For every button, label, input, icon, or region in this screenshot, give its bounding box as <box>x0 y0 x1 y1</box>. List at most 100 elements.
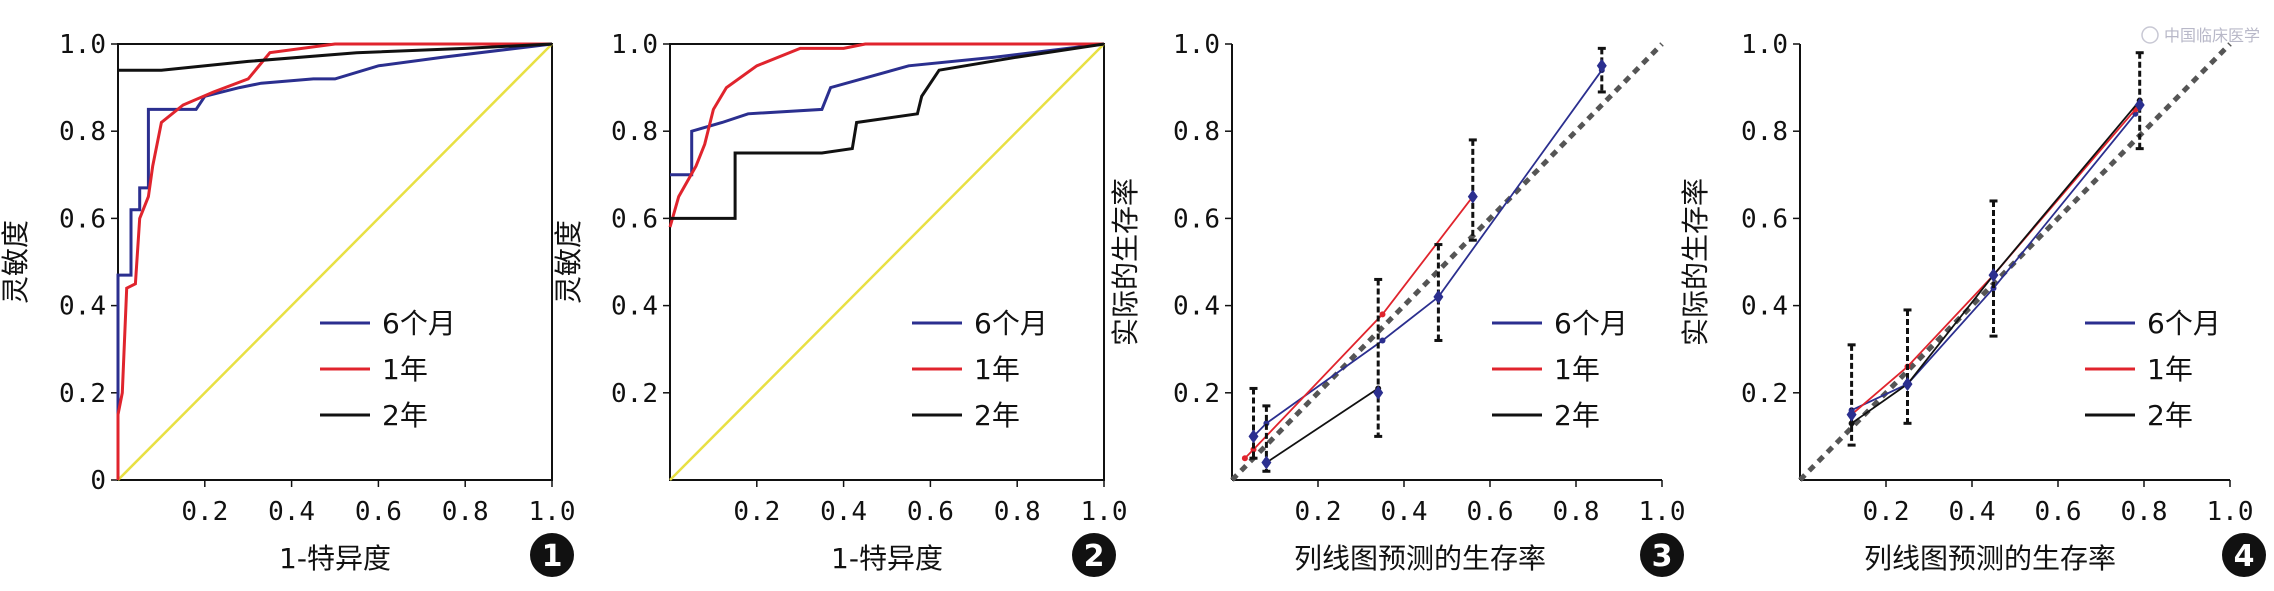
ideal-calibration-line <box>1798 42 2232 482</box>
x-tick-label: 0.2 <box>733 497 780 527</box>
y-tick-label: 0.6 <box>611 204 658 234</box>
error-bar-center <box>1467 189 1478 204</box>
x-axis-label: 1-特异度 <box>831 542 943 575</box>
watermark: 中国临床医学 <box>2141 26 2260 45</box>
chart-panel-3: 0.2 0.4 0.6 0.8 1.0 0.2 0.4 0.6 0.8 1.0 实际的生存率列线图预… <box>1109 30 1685 577</box>
legend-label-1: 6个月 <box>974 307 1048 340</box>
error-bar-center <box>1261 455 1272 470</box>
legend-label-3: 2年 <box>2147 399 2193 432</box>
chart-panel-4: 0.2 0.4 0.6 0.8 1.0 0.2 0.4 0.6 0.8 1.0 实际的生存率列线图预… <box>1679 30 2266 577</box>
series-line-1 <box>1851 113 2137 412</box>
x-tick-label: 0.4 <box>1949 497 1996 527</box>
panel-badge-number: 1 <box>542 539 563 574</box>
x-tick-label: 0.8 <box>1553 497 1600 527</box>
x-tick-label: 0.6 <box>355 497 402 527</box>
x-axis-label: 列线图预测的生存率 <box>1864 542 2116 575</box>
y-tick-label: 0.6 <box>1173 204 1220 234</box>
error-bar-center <box>1902 377 1913 392</box>
panel-badge: 2 <box>1072 533 1116 577</box>
error-bar-center <box>1433 289 1444 304</box>
legend-label-2: 1年 <box>1554 353 1600 386</box>
error-bar-center <box>1846 407 1857 422</box>
y-tick-label: 0.4 <box>59 292 106 322</box>
panel-badge-number: 4 <box>2234 539 2255 574</box>
y-tick-label: 0.8 <box>1173 117 1220 147</box>
x-tick-label: 0.8 <box>994 497 1041 527</box>
x-tick-label: 1.0 <box>529 497 576 527</box>
series-line-3 <box>118 42 553 72</box>
x-tick-label: 0.4 <box>268 497 315 527</box>
y-tick-label: 0.4 <box>1173 292 1220 322</box>
legend-label-1: 6个月 <box>382 307 456 340</box>
panel-badge: 3 <box>1640 533 1684 577</box>
x-tick-label: 0.4 <box>820 497 867 527</box>
legend-label-1: 6个月 <box>2147 307 2221 340</box>
reference-diagonal <box>117 43 553 481</box>
legend-label-3: 2年 <box>1554 399 1600 432</box>
y-tick-label: 0.4 <box>1741 292 1788 322</box>
y-axis-label: 实际的生存率 <box>1109 178 1142 346</box>
panel-badge: 1 <box>530 533 574 577</box>
legend: 6个月 1年 2年 <box>320 307 456 432</box>
panel-badge-number: 3 <box>1652 539 1673 574</box>
y-axis-label: 灵敏度 <box>0 220 32 304</box>
series-line-1 <box>670 42 1105 177</box>
legend-label-3: 2年 <box>974 399 1020 432</box>
series-line-2 <box>1851 108 2137 416</box>
legend-label-2: 1年 <box>974 353 1020 386</box>
series-line-3 <box>1851 100 2141 425</box>
x-tick-label: 1.0 <box>1639 497 1686 527</box>
y-tick-label: 1.0 <box>1173 30 1220 60</box>
error-bar-center <box>2134 98 2145 113</box>
y-tick-label: 1.0 <box>1741 30 1788 60</box>
chart-panel-2: 0.2 0.4 0.6 0.8 1.0 0.2 0.4 0.6 0.8 1.0 灵敏度 1-特异度 6个… <box>552 30 1127 577</box>
legend: 6个月 1年 2年 <box>912 307 1048 432</box>
x-tick-label: 0.2 <box>1295 497 1342 527</box>
y-tick-label: 0.2 <box>59 379 106 409</box>
error-bar-center <box>1248 429 1259 444</box>
legend: 6个月 1年 2年 <box>1492 307 1628 432</box>
y-axis-label: 实际的生存率 <box>1679 178 1712 346</box>
panel-badge-circle <box>1072 533 1116 577</box>
x-tick-label: 0.2 <box>181 497 228 527</box>
series-line-1 <box>1252 69 1603 438</box>
error-bar-center <box>1596 58 1607 73</box>
y-tick-label: 1.0 <box>59 30 106 60</box>
y-tick-label: 0.2 <box>611 379 658 409</box>
series-point <box>1379 337 1386 344</box>
series-line-1 <box>116 42 553 480</box>
x-tick-label: 0.8 <box>442 497 489 527</box>
error-bar-center <box>1373 385 1384 400</box>
x-tick-label: 0.6 <box>2035 497 2082 527</box>
x-tick-label: 0.4 <box>1381 497 1428 527</box>
legend-label-3: 2年 <box>382 399 428 432</box>
x-tick-label: 0.6 <box>907 497 954 527</box>
watermark-text: 中国临床医学 <box>2164 26 2260 45</box>
y-tick-label: 0.8 <box>59 117 106 147</box>
y-axis-label: 灵敏度 <box>552 220 585 304</box>
panel-badge-circle <box>1640 533 1684 577</box>
reference-diagonal <box>669 43 1105 481</box>
panel-badge-number: 2 <box>1084 539 1105 574</box>
x-tick-label: 1.0 <box>1081 497 1128 527</box>
series-line-3 <box>1265 387 1379 464</box>
panel-badge: 4 <box>2222 533 2266 577</box>
y-tick-label: 0.8 <box>611 117 658 147</box>
legend-label-2: 1年 <box>382 353 428 386</box>
chart-panel-1: 0.2 0.4 0.6 0.8 1.0 0 0.2 0.4 0.6 0.8 1.0 灵敏度 1-特异度 6… <box>0 30 575 577</box>
x-axis-label: 1-特异度 <box>279 542 391 575</box>
panel-badge-circle <box>2222 533 2266 577</box>
legend-label-2: 1年 <box>2147 353 2193 386</box>
legend-label-1: 6个月 <box>1554 307 1628 340</box>
series-point <box>1241 455 1248 462</box>
x-tick-label: 1.0 <box>2207 497 2254 527</box>
legend: 6个月 1年 2年 <box>2085 307 2221 432</box>
y-tick-label: 0.8 <box>1741 117 1788 147</box>
ideal-calibration-line <box>1230 42 1664 482</box>
error-bar-center <box>1988 268 1999 283</box>
y-tick-label: 0.4 <box>611 292 658 322</box>
series-line-2 <box>668 42 1104 228</box>
panel-badge-circle <box>530 533 574 577</box>
x-tick-label: 0.6 <box>1467 497 1514 527</box>
